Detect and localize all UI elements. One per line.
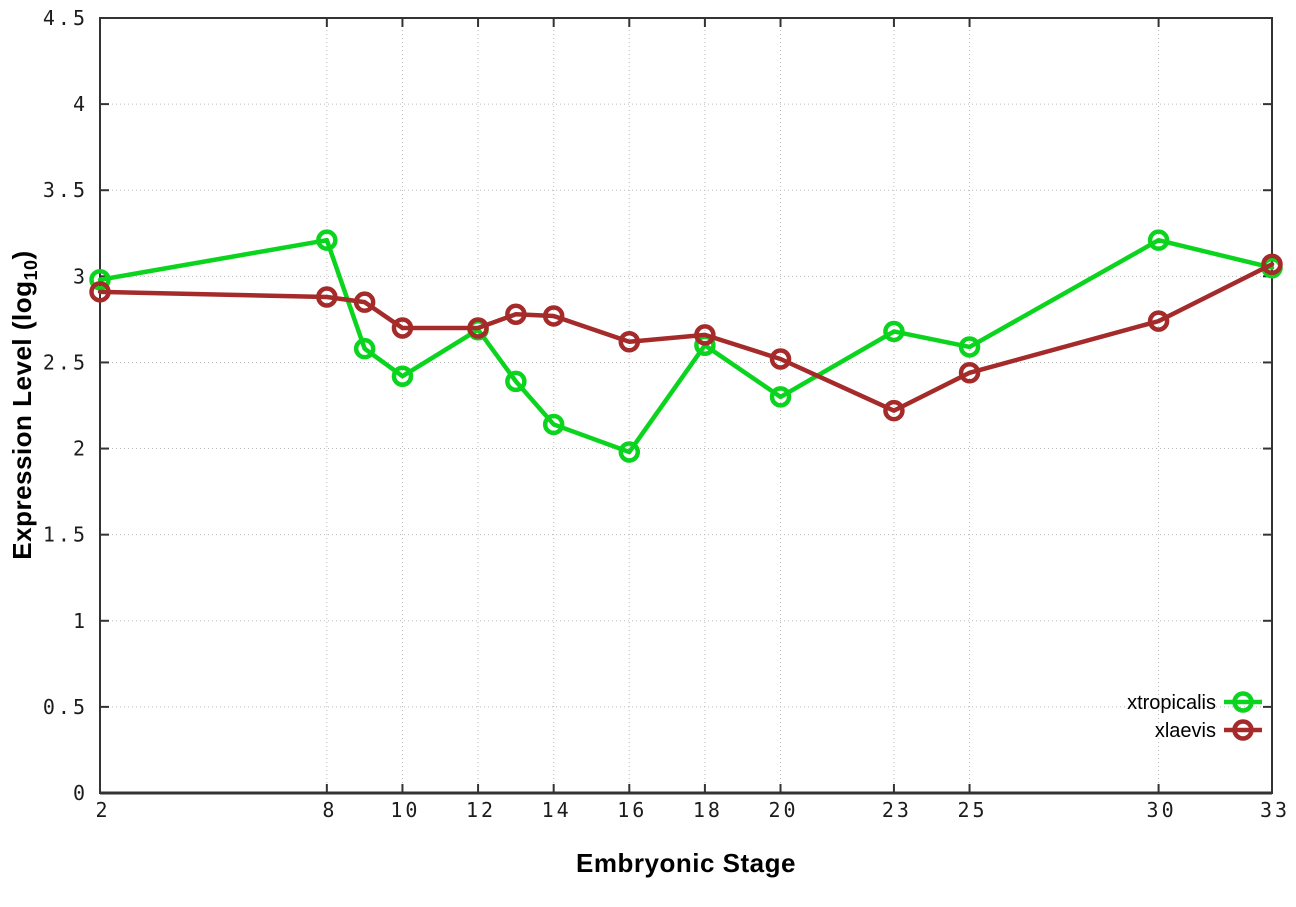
data-point-xtropicalis xyxy=(958,336,981,358)
y-tick-label: 3 xyxy=(73,264,88,288)
data-point-xlaevis xyxy=(769,348,792,370)
data-point-xtropicalis xyxy=(316,229,338,251)
x-tick-label: 10 xyxy=(390,798,420,822)
x-axis-title: Embryonic Stage xyxy=(576,848,796,878)
data-point-xtropicalis xyxy=(883,320,905,343)
data-point-xlaevis xyxy=(958,362,981,384)
data-point-xlaevis xyxy=(89,281,111,303)
legend-sample-marker-xlaevis xyxy=(1232,719,1254,741)
legend-label-xtropicalis: xtropicalis xyxy=(1127,692,1216,714)
y-axis-title: Expression Level (log10) xyxy=(7,205,42,605)
data-point-xtropicalis xyxy=(618,441,641,463)
data-point-xtropicalis xyxy=(353,337,376,360)
data-point-xlaevis xyxy=(467,317,489,339)
plot-border xyxy=(99,17,1273,794)
y-tick-label: 4.5 xyxy=(43,6,88,30)
y-tick-label: 0.5 xyxy=(43,695,88,719)
x-tick-label: 33 xyxy=(1260,798,1290,822)
data-point-xtropicalis xyxy=(89,269,111,291)
data-point-xtropicalis xyxy=(1147,229,1170,251)
y-tick-label: 3.5 xyxy=(43,178,88,202)
data-point-xtropicalis xyxy=(769,386,792,408)
y-tick-label: 1 xyxy=(73,609,88,633)
x-tick-label: 18 xyxy=(693,798,723,822)
series-line-xtropicalis xyxy=(97,237,1275,455)
y-axis-title-suffix: ) xyxy=(7,250,37,260)
y-tick-label: 1.5 xyxy=(43,523,88,547)
legend-label-xlaevis: xlaevis xyxy=(1155,720,1216,742)
x-tick-label: 23 xyxy=(882,798,912,822)
y-tick-label: 0 xyxy=(73,781,88,805)
data-point-xlaevis xyxy=(353,291,376,313)
x-tick-label: 20 xyxy=(768,798,798,822)
data-point-xlaevis xyxy=(542,305,565,327)
data-point-xlaevis xyxy=(883,399,905,422)
series-line-xlaevis xyxy=(97,262,1275,413)
data-point-xlaevis xyxy=(694,324,716,346)
data-point-xlaevis xyxy=(618,331,641,353)
x-tick-label: 25 xyxy=(958,798,988,822)
x-tick-label: 16 xyxy=(617,798,647,822)
x-tick-label: 14 xyxy=(542,798,572,822)
x-tick-label: 2 xyxy=(95,798,110,822)
y-tick-label: 2 xyxy=(73,437,88,461)
x-tick-label: 8 xyxy=(322,798,337,822)
y-tick-label: 2.5 xyxy=(43,350,88,374)
x-tick-label: 30 xyxy=(1147,798,1177,822)
data-point-xlaevis xyxy=(1261,253,1283,276)
data-point-xtropicalis xyxy=(505,370,527,393)
y-axis-title-prefix: Expression Level (log xyxy=(7,280,37,560)
data-point-xlaevis xyxy=(1147,310,1170,332)
x-tick-label: 12 xyxy=(466,798,496,822)
y-axis-title-subscript: 10 xyxy=(21,259,42,281)
y-tick-label: 4 xyxy=(73,92,88,116)
data-point-xlaevis xyxy=(316,286,338,308)
data-point-xlaevis xyxy=(505,303,527,325)
data-point-xtropicalis xyxy=(542,413,565,436)
data-point-xlaevis xyxy=(391,317,414,339)
data-point-xtropicalis xyxy=(391,365,414,387)
legend-sample-marker-xtropicalis xyxy=(1232,691,1254,713)
